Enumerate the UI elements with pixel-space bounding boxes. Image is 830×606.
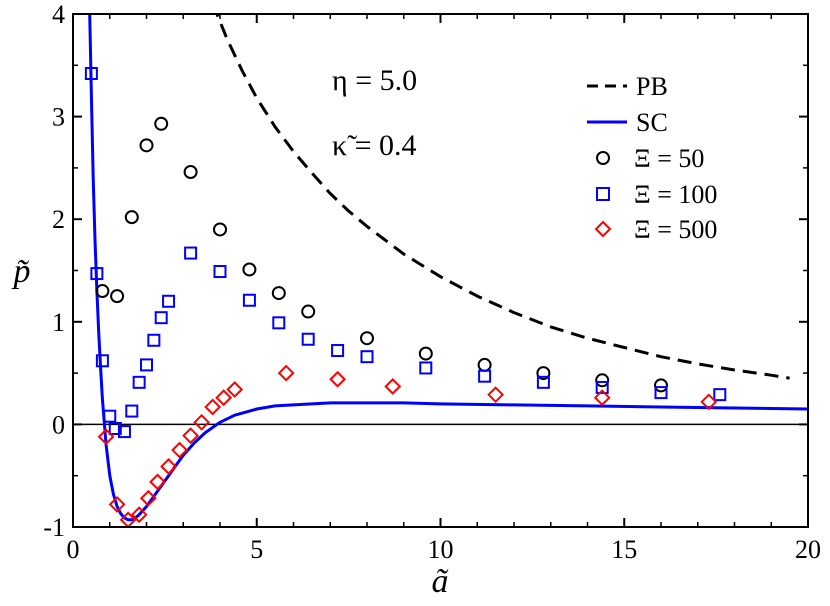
y-tick-label: -1	[43, 513, 65, 542]
series-500-point	[593, 389, 611, 407]
series-50-point	[139, 138, 154, 153]
y-tick-label: 1	[52, 308, 65, 337]
x-tick-label: 0	[67, 535, 80, 564]
series-100-point	[331, 344, 345, 358]
series-500-point	[700, 393, 718, 411]
x-tick-label: 5	[250, 535, 263, 564]
legend-label-sc: SC	[636, 108, 668, 137]
series-50-point	[301, 304, 316, 319]
series-100-point	[536, 375, 550, 389]
legend-label-pb: PB	[636, 72, 668, 101]
y-tick-label: 3	[52, 103, 65, 132]
series-500-point	[329, 370, 347, 388]
series-50-point	[360, 331, 374, 346]
series-100-point	[654, 386, 668, 400]
series-100-point	[117, 425, 131, 439]
series-100-point	[301, 332, 315, 346]
series-50-point	[418, 346, 433, 361]
series-500-point	[487, 386, 505, 404]
series-500-point	[149, 473, 166, 491]
series-50-point	[477, 357, 492, 372]
series-sc-line	[88, 14, 808, 522]
series-500-point	[130, 506, 148, 524]
series-100-point	[713, 388, 727, 402]
series-100-point	[108, 422, 122, 436]
legend-swatch-xi50	[596, 151, 610, 165]
series-500-point	[215, 389, 233, 407]
legend-label-xi500: Ξ = 500	[634, 215, 717, 244]
y-tick-label: 0	[52, 410, 65, 439]
x-axis-label: ã	[432, 563, 449, 600]
series-100-point	[213, 265, 227, 279]
series-100-point	[162, 294, 176, 308]
series-100-point	[95, 354, 109, 368]
series-50-point	[536, 366, 551, 381]
legend-swatch-xi100	[596, 187, 610, 201]
series-100-point	[272, 316, 286, 330]
x-tick-label: 15	[611, 535, 637, 564]
series-50-point	[95, 284, 110, 299]
x-tick-label: 20	[795, 535, 821, 564]
y-tick-label: 2	[52, 205, 65, 234]
series-100-point	[360, 350, 374, 364]
annotation-eta: η = 5.0	[332, 64, 417, 97]
plot-frame	[72, 13, 809, 528]
series-500-point	[193, 413, 211, 431]
series-500-point	[108, 496, 126, 513]
y-tick-label: 4	[52, 0, 65, 29]
series-100-point	[184, 246, 198, 260]
y-axis-label: p̃	[12, 253, 31, 290]
legend-label-xi50: Ξ = 50	[634, 144, 704, 173]
series-50-point	[183, 165, 198, 180]
series-100-point	[154, 311, 168, 325]
series-100-point	[125, 404, 139, 418]
legend-label-xi100: Ξ = 100	[634, 180, 717, 209]
series-layer	[73, 14, 808, 527]
series-pb-line	[215, 14, 790, 380]
series-100-point	[478, 369, 492, 383]
series-100-point	[595, 380, 609, 394]
series-50-point	[154, 116, 169, 131]
series-50-point	[124, 210, 139, 225]
annotation-kappa: κ̃ = 0.4	[332, 129, 417, 162]
series-500-point	[97, 428, 115, 446]
legend-swatch-xi500	[594, 220, 612, 238]
series-100-point	[103, 409, 117, 423]
series-50-point	[242, 262, 257, 277]
series-100-point	[132, 375, 146, 389]
series-100-point	[90, 267, 104, 281]
series-50-point	[595, 373, 610, 388]
series-100-point	[140, 358, 153, 372]
series-50-point	[213, 222, 227, 237]
series-500-point	[171, 441, 188, 459]
series-500-point	[139, 489, 157, 507]
x-tick-label: 10	[428, 535, 454, 564]
series-500-point	[384, 378, 402, 395]
series-500-point	[277, 364, 295, 382]
series-100-point	[147, 333, 161, 347]
series-50-point	[654, 378, 668, 393]
series-100-point	[84, 67, 98, 81]
legend: PB SC Ξ = 50 Ξ = 100 Ξ = 500	[587, 72, 717, 244]
series-50-point	[110, 289, 125, 304]
series-100-point	[242, 293, 256, 307]
series-500-point	[204, 398, 222, 416]
series-500-point	[182, 427, 200, 445]
series-500-point	[160, 458, 177, 475]
series-100-point	[419, 361, 433, 375]
series-500-point	[226, 381, 244, 398]
series-50-point	[271, 286, 286, 301]
